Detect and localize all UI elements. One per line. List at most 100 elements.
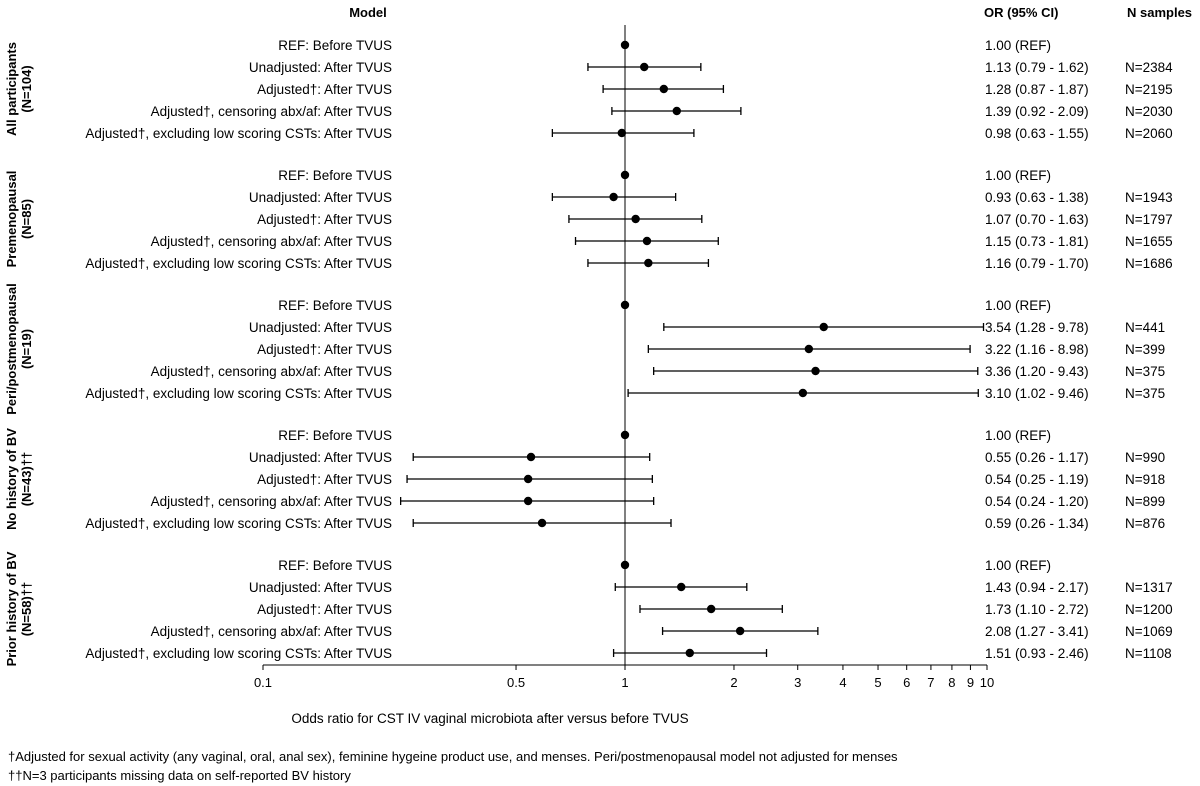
point-estimate [659, 84, 669, 94]
n-samples-value: N=441 [1125, 320, 1165, 335]
or-ci-value: 1.73 (1.10 - 2.72) [985, 602, 1089, 617]
row-label: Adjusted†, censoring abx/af: After TVUS [151, 494, 392, 509]
point-estimate [644, 258, 653, 268]
plot-layer: 0.1 0.5 1 2 3 4 5 6 7 8 9 10 All participants(N=104)… [4, 25, 1173, 690]
point-estimate [523, 496, 533, 506]
row-label: Adjusted†, excluding low scoring CSTs: A… [85, 386, 392, 401]
point-estimate [620, 40, 630, 50]
row-label: Unadjusted: After TVUS [249, 450, 392, 465]
group-label-line: (N=85) [19, 199, 34, 239]
point-estimate [620, 560, 630, 570]
group-label-line: (N=43)†† [19, 452, 34, 507]
n-samples-value: N=375 [1125, 386, 1165, 401]
or-ci-value: 3.22 (1.16 - 8.98) [985, 342, 1089, 357]
or-ci-value: 0.59 (0.26 - 1.34) [985, 516, 1089, 531]
or-ci-value: 1.13 (0.79 - 1.62) [985, 60, 1089, 75]
or-ci-value: 1.39 (0.92 - 2.09) [985, 104, 1089, 119]
or-ci-value: 1.00 (REF) [985, 298, 1051, 313]
or-ci-value: 0.54 (0.24 - 1.20) [985, 494, 1089, 509]
point-estimate [537, 518, 547, 528]
row-label: Unadjusted: After TVUS [249, 60, 392, 75]
point-estimate [640, 62, 649, 72]
row-label: Adjusted†, excluding low scoring CSTs: A… [85, 256, 392, 271]
n-samples-value: N=1655 [1125, 234, 1173, 249]
point-estimate [819, 322, 828, 332]
group-label-line: Premenopausal [4, 171, 19, 268]
point-estimate [811, 366, 820, 376]
header-n-samples: N samples [1127, 5, 1192, 20]
row-label: REF: Before TVUS [278, 168, 392, 183]
group-label: Premenopausal(N=85) [4, 171, 34, 268]
row-label: Unadjusted: After TVUS [249, 190, 392, 205]
n-samples-value: N=1317 [1125, 580, 1173, 595]
n-samples-value: N=399 [1125, 342, 1165, 357]
or-ci-value: 0.93 (0.63 - 1.38) [985, 190, 1089, 205]
n-samples-value: N=918 [1125, 472, 1165, 487]
x-tick-label: 1 [621, 675, 628, 690]
or-ci-value: 1.51 (0.93 - 2.46) [985, 646, 1089, 661]
x-tick-label: 0.5 [507, 675, 525, 690]
row-label: Adjusted†: After TVUS [257, 602, 392, 617]
point-estimate [642, 236, 652, 246]
x-tick-label: 5 [874, 675, 881, 690]
n-samples-value: N=876 [1125, 516, 1165, 531]
point-estimate [609, 192, 618, 202]
n-samples-value: N=2060 [1125, 126, 1173, 141]
or-ci-value: 1.00 (REF) [985, 428, 1051, 443]
row-label: Adjusted†, censoring abx/af: After TVUS [151, 624, 392, 639]
row-label: Unadjusted: After TVUS [249, 580, 392, 595]
x-tick-label: 3 [794, 675, 801, 690]
point-estimate [523, 474, 533, 484]
or-ci-value: 1.00 (REF) [985, 558, 1051, 573]
row-label: Adjusted†: After TVUS [257, 472, 392, 487]
n-samples-value: N=1200 [1125, 602, 1173, 617]
x-axis-title: Odds ratio for CST IV vaginal microbiota… [291, 711, 688, 726]
group-label-line: (N=58)†† [19, 582, 34, 637]
x-tick-label: 7 [927, 675, 934, 690]
point-estimate [677, 582, 686, 592]
or-ci-value: 1.16 (0.79 - 1.70) [985, 256, 1089, 271]
point-estimate [620, 300, 630, 310]
footnote-adjusted: †Adjusted for sexual activity (any vagin… [8, 749, 898, 764]
n-samples-value: N=1108 [1125, 646, 1172, 661]
group-label-line: Peri/postmenopausal [4, 283, 19, 414]
or-ci-value: 1.43 (0.94 - 2.17) [985, 580, 1089, 595]
header-or: OR (95% CI) [984, 5, 1058, 20]
row-label: Adjusted†: After TVUS [257, 342, 392, 357]
row-label: Adjusted†, censoring abx/af: After TVUS [151, 234, 392, 249]
row-label: REF: Before TVUS [278, 298, 392, 313]
point-estimate [706, 604, 716, 614]
x-tick-label: 6 [903, 675, 910, 690]
row-label: REF: Before TVUS [278, 558, 392, 573]
point-estimate [620, 170, 630, 180]
x-tick-label: 8 [948, 675, 955, 690]
row-label: REF: Before TVUS [278, 428, 392, 443]
footnote-missing-bv: ††N=3 participants missing data on self-… [8, 768, 351, 783]
group-label-line: (N=104) [19, 65, 34, 112]
row-label: Adjusted†, censoring abx/af: After TVUS [151, 104, 392, 119]
x-tick-label: 0.1 [254, 675, 272, 690]
or-ci-value: 0.55 (0.26 - 1.17) [985, 450, 1089, 465]
or-ci-value: 1.28 (0.87 - 1.87) [985, 82, 1089, 97]
header-model: Model [349, 5, 387, 20]
row-label: Unadjusted: After TVUS [249, 320, 392, 335]
n-samples-value: N=1943 [1125, 190, 1173, 205]
point-estimate [672, 106, 681, 116]
n-samples-value: N=899 [1125, 494, 1165, 509]
group-label: Peri/postmenopausal(N=19) [4, 283, 34, 414]
n-samples-value: N=1069 [1125, 624, 1173, 639]
point-estimate [798, 388, 808, 398]
row-label: Adjusted†, censoring abx/af: After TVUS [151, 364, 392, 379]
point-estimate [617, 128, 627, 138]
point-estimate [631, 214, 640, 224]
x-tick-label: 9 [967, 675, 974, 690]
n-samples-value: N=2195 [1125, 82, 1173, 97]
x-tick-label: 2 [730, 675, 737, 690]
n-samples-value: N=2384 [1125, 60, 1173, 75]
n-samples-value: N=1686 [1125, 256, 1173, 271]
or-ci-value: 0.54 (0.25 - 1.19) [985, 472, 1089, 487]
group-label-line: All participants [4, 42, 19, 136]
or-ci-value: 0.98 (0.63 - 1.55) [985, 126, 1089, 141]
group-label: No history of BV(N=43)†† [4, 428, 34, 530]
row-label: Adjusted†, excluding low scoring CSTs: A… [85, 126, 392, 141]
